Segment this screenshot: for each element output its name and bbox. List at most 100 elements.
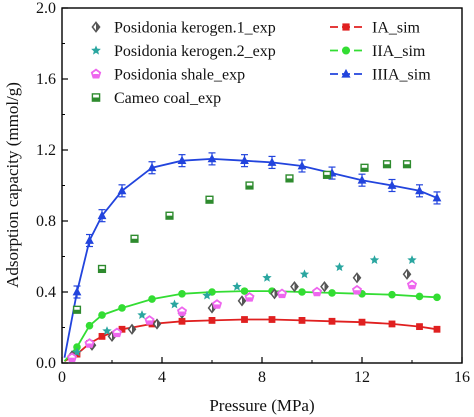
data-point (267, 157, 277, 166)
plot-area (63, 152, 442, 362)
data-point (98, 332, 106, 340)
data-point (433, 293, 441, 302)
legend-label: Posidonia shale_exp (114, 67, 245, 84)
legend-label: IIIA_sim (372, 67, 431, 84)
data-point (298, 288, 306, 296)
y-tick-label: 1.6 (36, 71, 56, 88)
y-tick-label: 2.0 (36, 0, 56, 17)
data-point-fill (294, 282, 298, 292)
data-point (334, 262, 345, 272)
data-point (328, 317, 336, 325)
data-point (178, 289, 186, 298)
legend-item: Cameo coal_exp (91, 90, 221, 107)
y-tick-label: 0.4 (36, 284, 56, 301)
data-point-fill (247, 297, 252, 301)
data-point (118, 304, 126, 312)
data-point (118, 325, 126, 333)
data-point (177, 155, 187, 165)
data-point-fill (314, 292, 320, 295)
series-cameo-coal-exp (72, 160, 412, 314)
legend-marker (91, 45, 101, 55)
data-point-fill (286, 178, 293, 182)
data-point (202, 290, 212, 300)
series-line (63, 157, 438, 358)
data-point (432, 193, 442, 202)
data-point-fill (403, 164, 411, 168)
series-ia-sim (64, 316, 441, 362)
legend-marker-fill (96, 22, 100, 32)
data-point-fill (361, 167, 368, 172)
data-point-fill (323, 174, 331, 179)
data-point (416, 323, 423, 331)
data-point-fill (147, 320, 152, 324)
legend-item: IIA_sim (330, 43, 426, 60)
data-point (98, 311, 106, 319)
data-point-fill (324, 282, 328, 292)
data-point-fill (132, 324, 136, 334)
data-point (85, 321, 94, 330)
legend-marker (341, 68, 351, 78)
legend-label: IIA_sim (372, 43, 426, 60)
legend-label: Cameo coal_exp (114, 90, 221, 107)
legend-item: IIIA_sim (330, 67, 431, 84)
data-point (388, 290, 396, 299)
legend-label: IA_sim (372, 20, 421, 37)
data-point-fill (179, 311, 185, 315)
data-point-fill (409, 284, 415, 288)
data-point (240, 155, 249, 165)
y-tick-label: 0.8 (36, 213, 56, 230)
data-point (97, 210, 107, 220)
data-point (328, 289, 336, 297)
data-point (415, 292, 424, 301)
data-point (297, 161, 307, 170)
x-tick-label: 0 (58, 369, 66, 386)
data-point (85, 235, 94, 244)
data-point (72, 347, 82, 357)
series-iiia-sim (63, 152, 442, 358)
axes-layer: 0 4 8 12 16 0.0 0.4 0.8 1.2 1.6 2.0 (36, 0, 470, 386)
legend-label: Posidonia kerogen.1_exp (114, 20, 276, 37)
y-tick-label: 0.0 (36, 355, 56, 372)
x-tick-label: 8 (258, 369, 266, 386)
data-point (369, 255, 380, 265)
data-point-fill (87, 343, 92, 347)
data-point (387, 180, 397, 189)
x-tick-label: 4 (158, 369, 166, 386)
data-point (357, 175, 367, 184)
series-posidonia-kerogen-1-exp (67, 268, 412, 362)
data-point-fill (279, 293, 285, 297)
legend: Posidonia kerogen.1_exp Posidonia kerogen… (90, 20, 431, 107)
series-line (64, 318, 438, 362)
data-point (268, 316, 276, 323)
data-point (358, 318, 366, 326)
data-point (148, 295, 156, 303)
data-point (117, 185, 127, 195)
x-axis-title: Pressure (MPa) (209, 396, 314, 415)
legend-item: Posidonia shale_exp (90, 67, 245, 84)
legend-label: Posidonia kerogen.2_exp (114, 43, 276, 60)
data-point-fill (131, 238, 138, 243)
data-point (433, 325, 441, 333)
data-point-fill (357, 273, 361, 283)
legend-item: Posidonia kerogen.2_exp (91, 43, 276, 60)
data-point (137, 310, 147, 320)
data-point (241, 316, 248, 323)
data-point (262, 272, 272, 282)
data-point (388, 320, 396, 328)
data-point (299, 269, 310, 279)
data-point (207, 153, 217, 163)
x-tick-label: 16 (454, 369, 470, 386)
x-tick-label: 12 (354, 369, 370, 386)
data-point (415, 185, 424, 195)
data-point-fill (214, 304, 220, 308)
data-point (147, 162, 157, 172)
data-point (178, 317, 186, 325)
series-iia-sim (63, 287, 441, 362)
data-point (298, 317, 306, 324)
data-point-fill (69, 357, 75, 361)
legend-marker (342, 46, 350, 55)
data-point (208, 288, 216, 296)
data-point (208, 317, 216, 324)
legend-marker (342, 23, 350, 31)
